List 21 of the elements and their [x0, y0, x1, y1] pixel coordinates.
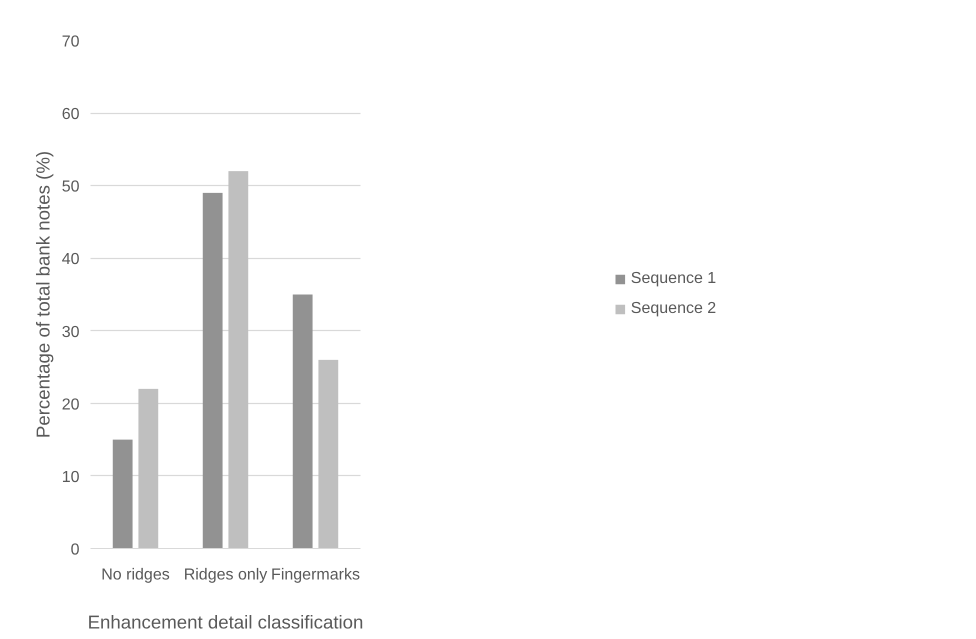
legend-label: Sequence 2: [630, 300, 716, 318]
bar: [138, 388, 158, 548]
y-tick-label: 10: [62, 468, 80, 486]
bar: [112, 440, 133, 548]
x-tick-label: Ridges only: [184, 566, 268, 584]
y-tick-label: 50: [62, 178, 80, 196]
x-axis-title: Enhancement detail classification: [88, 612, 364, 632]
bar: [202, 192, 223, 548]
y-axis-title: Percentage of total bank notes (%): [32, 150, 54, 438]
y-tick-label: 40: [62, 251, 80, 268]
x-tick-label: No ridges: [101, 566, 170, 584]
bar: [292, 294, 313, 548]
bar: [318, 360, 338, 548]
y-tick-label: 30: [62, 324, 80, 341]
y-tick-label: 0: [70, 542, 80, 558]
y-tick-label: 60: [62, 106, 80, 124]
bar: [228, 171, 248, 548]
y-tick-label: 70: [62, 34, 80, 50]
legend-label: Sequence 1: [630, 270, 716, 288]
y-tick-label: 20: [62, 396, 80, 414]
x-tick-label: Fingermarks: [271, 566, 360, 584]
